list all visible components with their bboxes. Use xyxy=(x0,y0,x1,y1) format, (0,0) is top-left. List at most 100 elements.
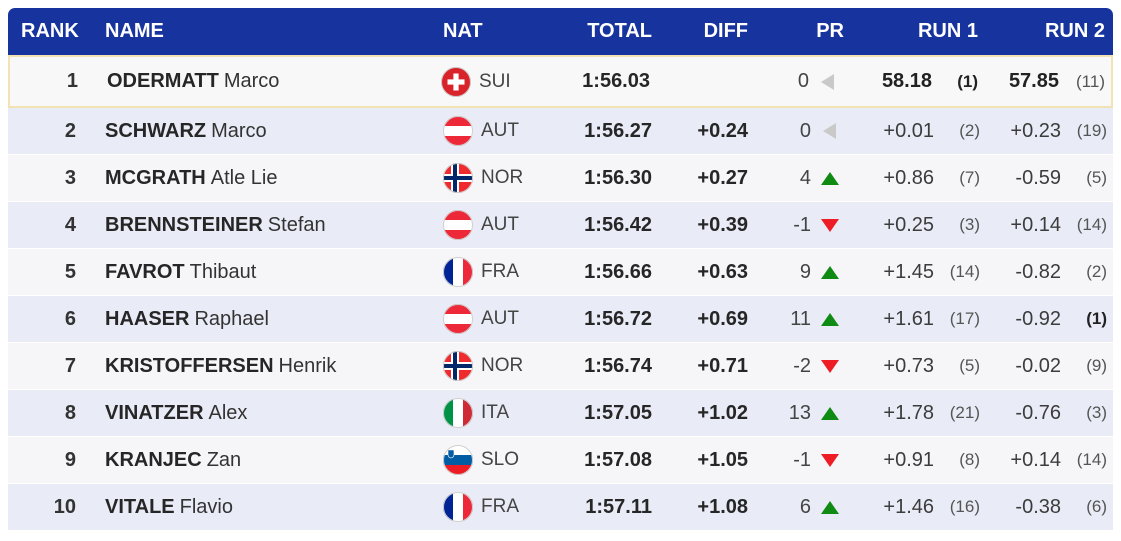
run1-cell: +0.91 (8) xyxy=(854,449,986,472)
pr-cell: 13 xyxy=(748,402,854,425)
run2-rank: (19) xyxy=(1076,121,1107,140)
triangle-left-icon xyxy=(820,123,839,139)
table-body: 1 ODERMATT Marco SUI 1:56.03 0 58.18 (1) xyxy=(8,55,1113,531)
run2-rank: (3) xyxy=(1086,403,1107,422)
athlete-firstname: Flavio xyxy=(179,495,233,518)
run2-time: +0.14 xyxy=(1010,448,1061,471)
diff-cell: +0.63 xyxy=(697,260,748,283)
nat-cell: ITA xyxy=(433,398,533,428)
athlete-firstname: Atle Lie xyxy=(210,166,278,189)
run2-cell: +0.23 (19) xyxy=(986,120,1113,143)
run2-cell: +0.14 (14) xyxy=(986,214,1113,237)
athlete-firstname: Zan xyxy=(206,448,242,471)
run1-cell: +0.01 (2) xyxy=(854,120,986,143)
table-row-rank-4[interactable]: 4 BRENNSTEINER Stefan AUT 1:56.42 +0.39 -… xyxy=(8,202,1113,249)
table-row-rank-7[interactable]: 7 KRISTOFFERSEN Henrik NOR 1:56.74 +0.71 … xyxy=(8,343,1113,390)
nat-code: SUI xyxy=(479,70,511,92)
run1-rank: (8) xyxy=(959,450,980,469)
run1-time: +1.78 xyxy=(883,401,934,424)
table-row-rank-6[interactable]: 6 HAASER Raphael AUT 1:56.72 +0.69 11 +1.… xyxy=(8,296,1113,343)
run2-time: -0.76 xyxy=(1015,401,1061,424)
pr-cell: -1 xyxy=(748,214,854,237)
run2-rank: (14) xyxy=(1076,450,1107,469)
athlete-firstname: Raphael xyxy=(194,307,269,330)
nat-code: ITA xyxy=(481,402,510,423)
run1-cell: +0.73 (5) xyxy=(854,355,986,378)
flag-fra-icon xyxy=(443,492,473,522)
run1-cell: +1.61 (17) xyxy=(854,308,986,331)
triangle-up-icon xyxy=(820,265,839,279)
run1-time: +1.46 xyxy=(883,495,934,518)
results-table: RANK NAME NAT TOTAL DIFF PR RUN 1 RUN 2 … xyxy=(8,8,1113,531)
run1-rank: (14) xyxy=(949,262,980,281)
nat-code: NOR xyxy=(481,167,524,188)
table-row-rank-8[interactable]: 8 VINATZER Alex ITA 1:57.05 +1.02 13 +1.7… xyxy=(8,390,1113,437)
name-cell: KRISTOFFERSEN Henrik xyxy=(90,355,433,378)
pr-cell: 11 xyxy=(748,308,854,331)
run2-time: 57.85 xyxy=(1008,70,1059,92)
athlete-lastname: VINATZER xyxy=(105,401,204,424)
nat-cell: FRA xyxy=(433,492,533,522)
diff-cell: +0.24 xyxy=(697,119,748,142)
name-cell: VINATZER Alex xyxy=(90,402,433,425)
pr-cell: 6 xyxy=(748,496,854,519)
triangle-up-icon xyxy=(820,312,839,326)
run1-time: +0.25 xyxy=(883,213,934,236)
table-row-rank-1[interactable]: 1 ODERMATT Marco SUI 1:56.03 0 58.18 (1) xyxy=(8,55,1113,108)
run1-cell: +0.86 (7) xyxy=(854,167,986,190)
triangle-down-icon xyxy=(820,453,839,467)
header-run1: RUN 1 xyxy=(917,20,978,42)
position-change-value: 11 xyxy=(790,307,811,330)
athlete-lastname: FAVROT xyxy=(105,260,185,283)
athlete-firstname: Marco xyxy=(211,119,267,142)
athlete-lastname: KRISTOFFERSEN xyxy=(105,354,274,377)
run1-time: +1.61 xyxy=(883,307,934,330)
nat-code: NOR xyxy=(481,355,524,376)
name-cell: ODERMATT Marco xyxy=(92,70,431,93)
position-change-value: -1 xyxy=(793,213,811,236)
run2-time: -0.82 xyxy=(1015,260,1061,283)
rank-cell: 10 xyxy=(53,495,76,518)
athlete-lastname: MCGRATH xyxy=(105,166,206,189)
flag-nor-icon xyxy=(443,351,473,381)
rank-cell: 7 xyxy=(64,354,76,377)
table-row-rank-2[interactable]: 2 SCHWARZ Marco AUT 1:56.27 +0.24 0 +0.01… xyxy=(8,108,1113,155)
nat-cell: FRA xyxy=(433,257,533,287)
run2-cell: -0.82 (2) xyxy=(986,261,1113,284)
header-run2: RUN 2 xyxy=(1044,20,1105,42)
run2-time: +0.23 xyxy=(1010,119,1061,142)
run1-cell: +1.45 (14) xyxy=(854,261,986,284)
triangle-up-icon xyxy=(820,406,839,420)
total-cell: 1:56.42 xyxy=(584,213,652,236)
name-cell: KRANJEC Zan xyxy=(90,449,433,472)
run1-time: +0.86 xyxy=(883,166,934,189)
run2-cell: -0.76 (3) xyxy=(986,402,1113,425)
table-row-rank-3[interactable]: 3 MCGRATH Atle Lie NOR 1:56.30 +0.27 4 +0… xyxy=(8,155,1113,202)
athlete-lastname: HAASER xyxy=(105,307,190,330)
triangle-up-icon xyxy=(820,500,839,514)
run2-cell: -0.92 (1) xyxy=(986,308,1113,331)
run2-cell: -0.59 (5) xyxy=(986,167,1113,190)
diff-cell: +0.71 xyxy=(697,354,748,377)
flag-sui-icon xyxy=(441,66,471,97)
name-cell: MCGRATH Atle Lie xyxy=(90,167,433,190)
rank-cell: 6 xyxy=(64,307,76,330)
total-cell: 1:57.08 xyxy=(584,448,652,471)
diff-cell: +1.08 xyxy=(697,495,748,518)
rank-cell: 1 xyxy=(66,70,78,92)
run2-rank: (14) xyxy=(1076,215,1107,234)
table-row-rank-9[interactable]: 9 KRANJEC Zan SLO 1:57.08 +1.05 -1 +0.91 … xyxy=(8,437,1113,484)
run2-rank: (1) xyxy=(1086,309,1107,328)
total-cell: 1:56.30 xyxy=(584,166,652,189)
diff-cell: +0.69 xyxy=(697,307,748,330)
run1-cell: 58.18 (1) xyxy=(852,70,984,93)
header-total: TOTAL xyxy=(587,20,652,42)
triangle-left-icon xyxy=(818,73,837,90)
table-row-rank-5[interactable]: 5 FAVROT Thibaut FRA 1:56.66 +0.63 9 +1.4… xyxy=(8,249,1113,296)
run1-cell: +1.78 (21) xyxy=(854,402,986,425)
table-row-rank-10[interactable]: 10 VITALE Flavio FRA 1:57.11 +1.08 6 +1.4… xyxy=(8,484,1113,531)
total-cell: 1:57.05 xyxy=(584,401,652,424)
run1-time: +0.73 xyxy=(883,354,934,377)
rank-cell: 5 xyxy=(64,260,76,283)
